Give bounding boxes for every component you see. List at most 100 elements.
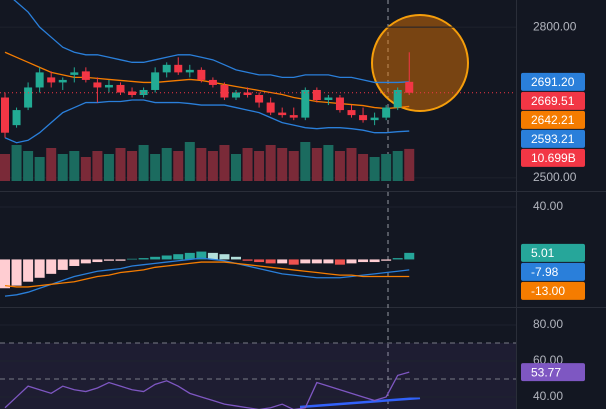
histogram-bar — [11, 259, 22, 286]
y-tick-label: 2800.00 — [533, 19, 577, 33]
volume-bar — [103, 154, 114, 181]
volume-bar — [11, 145, 22, 181]
histogram-bar — [150, 256, 161, 260]
volume-bar — [115, 148, 126, 181]
candle-body — [301, 89, 310, 118]
candle-body — [116, 84, 125, 93]
candle-body — [278, 112, 287, 116]
panel — [0, 0, 516, 181]
y-tick-label: 40.00 — [533, 199, 563, 213]
panel — [0, 206, 516, 297]
candle-body — [255, 95, 264, 103]
volume-bar — [173, 151, 184, 181]
histogram-bar — [346, 259, 357, 264]
histogram-bar — [138, 258, 149, 260]
histogram-bar — [231, 256, 241, 260]
price-tag-label: 2691.20 — [531, 75, 575, 89]
candle-body — [70, 72, 79, 75]
price-tag-label: -7.98 — [531, 265, 559, 279]
volume-bar — [288, 151, 299, 181]
candle-body — [35, 72, 44, 88]
y-tick-label: 40.00 — [533, 389, 563, 403]
candle-body — [243, 92, 252, 95]
histogram-bar — [80, 259, 91, 264]
candle-body — [359, 115, 368, 121]
histogram-bar — [254, 259, 265, 263]
trend-line — [299, 396, 421, 409]
indicator-line — [4, 99, 410, 144]
price-tag — [521, 281, 585, 300]
volume-bar — [0, 154, 10, 181]
price-tag-label: 5.01 — [531, 246, 555, 260]
histogram-bar — [34, 259, 45, 278]
histogram-bar — [323, 259, 334, 264]
histogram-bar — [46, 259, 57, 274]
histogram-bar — [23, 259, 34, 282]
histogram-bar — [161, 255, 172, 260]
histogram-bar — [311, 259, 322, 264]
volume-bar — [254, 151, 265, 181]
volume-bar — [127, 151, 138, 181]
histogram-bar — [57, 259, 68, 270]
candle-body — [208, 79, 217, 85]
candle-body — [12, 110, 21, 126]
price-tag — [521, 129, 585, 148]
histogram-bar — [196, 251, 207, 260]
volume-bar — [392, 151, 403, 181]
histogram-bar — [265, 259, 276, 264]
histogram-bar — [115, 259, 126, 261]
candle-body — [47, 77, 56, 83]
y-tick-label: 80.00 — [533, 317, 563, 331]
histogram-bar — [207, 252, 218, 260]
volume-bar — [231, 154, 241, 181]
histogram-bar — [103, 259, 114, 261]
candle-body — [220, 84, 229, 98]
price-tag-label: -13.00 — [531, 284, 565, 298]
histogram-bar — [127, 258, 138, 260]
indicator-line — [4, 261, 410, 288]
volume-bar — [381, 154, 392, 181]
histogram-bar — [300, 259, 311, 264]
price-tag-label: 2669.51 — [531, 94, 575, 108]
rsi-band — [0, 342, 516, 409]
volume-bar — [300, 142, 311, 181]
volume-bar — [265, 145, 276, 181]
volume-bar — [323, 145, 334, 181]
volume-bar — [311, 148, 322, 181]
histogram-bar — [69, 259, 80, 266]
price-tag — [521, 91, 585, 110]
candle-body — [382, 107, 391, 118]
volume-bar — [346, 148, 357, 181]
histogram-bar — [334, 259, 345, 265]
histogram-bar — [392, 258, 403, 260]
volume-bar — [138, 145, 149, 181]
y-tick-label: 2500.00 — [533, 170, 577, 184]
candle-body — [1, 97, 9, 133]
candle-body — [93, 82, 102, 88]
volume-bar — [219, 145, 230, 181]
price-tag — [521, 243, 585, 262]
candle-body — [151, 72, 160, 90]
histogram-bar — [381, 259, 392, 261]
histogram-bar — [288, 259, 299, 265]
volume-bar — [80, 157, 91, 181]
volume-bar — [46, 148, 57, 181]
volume-bar — [277, 148, 288, 181]
volume-bar — [150, 154, 161, 181]
volume-bar — [92, 151, 103, 181]
volume-bar — [23, 151, 34, 181]
candle-body — [197, 69, 206, 80]
histogram-bar — [92, 259, 103, 263]
price-tag-label: 2642.21 — [531, 113, 575, 127]
candle-body — [139, 89, 148, 95]
price-tag — [521, 262, 585, 281]
candle-body — [81, 71, 90, 80]
price-tag — [521, 110, 585, 129]
indicator-line — [4, 257, 410, 297]
histogram-bar — [184, 252, 195, 260]
candle-body — [104, 84, 113, 88]
volume-bar — [161, 148, 172, 181]
candle-body — [232, 92, 240, 98]
histogram-bar — [173, 254, 184, 260]
volume-bar — [207, 151, 218, 181]
